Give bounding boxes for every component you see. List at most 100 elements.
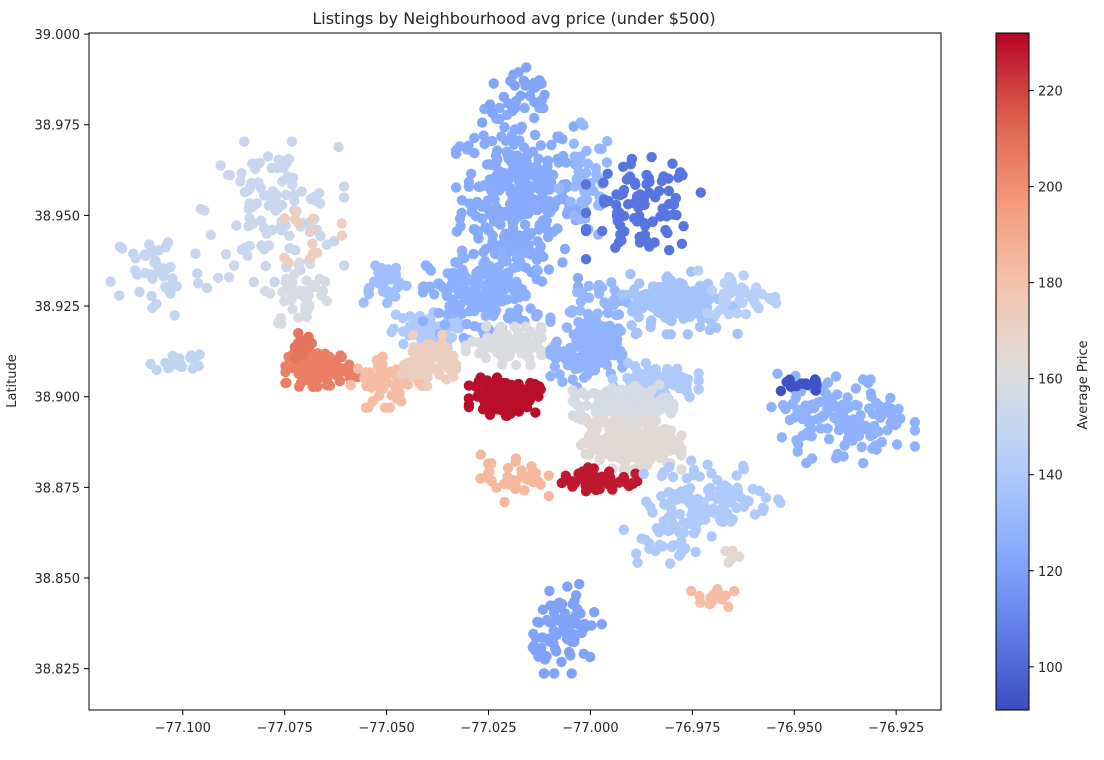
scatter-point (638, 468, 649, 480)
scatter-point (192, 278, 204, 289)
scatter-point (307, 238, 318, 249)
scatter-point (130, 253, 141, 264)
scatter-point (239, 136, 250, 147)
scatter-point (538, 103, 549, 114)
scatter-point (858, 457, 869, 469)
scatter-point (865, 388, 877, 399)
scatter-point (718, 516, 729, 527)
scatter-point (561, 633, 573, 645)
scatter-point (459, 293, 471, 304)
scatter-point (487, 242, 499, 253)
scatter-point (726, 279, 738, 290)
scatter-point (589, 338, 600, 349)
scatter-point (417, 282, 429, 293)
scatter-point (345, 379, 356, 391)
scatter-point (565, 650, 576, 661)
scatter-point (708, 507, 719, 518)
scatter-point (662, 227, 673, 239)
scatter-point (468, 248, 479, 260)
scatter-point (580, 179, 592, 190)
scatter-point (366, 382, 377, 393)
scatter-point (678, 221, 689, 232)
scatter-point (235, 176, 246, 187)
scatter-point (528, 628, 539, 640)
scatter-point (601, 157, 613, 168)
scatter-point (549, 600, 561, 611)
scatter-point (676, 382, 688, 393)
scatter-point (632, 557, 643, 568)
scatter-point (646, 385, 657, 396)
scatter-point (478, 130, 489, 141)
scatter-point (377, 383, 389, 395)
scatter-point (530, 407, 541, 418)
scatter-point (518, 248, 530, 259)
scatter-point (644, 538, 655, 549)
scatter-point (661, 300, 673, 311)
scatter-point (596, 619, 607, 630)
scatter-point (482, 334, 493, 345)
scatter-point (301, 311, 312, 323)
scatter-point (538, 251, 549, 262)
scatter-point (549, 201, 560, 213)
scatter-point (513, 340, 525, 352)
scatter-point (144, 239, 155, 250)
scatter-point (790, 392, 801, 404)
scatter-point (909, 441, 921, 452)
scatter-point (300, 300, 311, 311)
scatter-point (549, 668, 560, 679)
scatter-point (382, 297, 393, 309)
scatter-point (609, 450, 620, 462)
scatter-point (487, 107, 498, 119)
scatter-point (560, 470, 571, 481)
scatter-point (729, 585, 740, 597)
scatter-point (527, 146, 539, 157)
scatter-point (668, 489, 679, 500)
colorbar-tick-label: 160 (1038, 373, 1063, 388)
colorbar-tick-label: 100 (1038, 661, 1063, 676)
scatter-point (545, 347, 556, 358)
scatter-point (734, 551, 745, 562)
scatter-point (772, 368, 783, 379)
scatter-point (646, 151, 657, 163)
scatter-point (491, 482, 502, 493)
scatter-point (146, 290, 157, 302)
scatter-point (536, 276, 548, 287)
scatter-point (418, 353, 429, 364)
x-tick-label: −76.975 (664, 721, 720, 736)
scatter-point (580, 254, 592, 265)
scatter-point (822, 377, 834, 388)
scatter-point (294, 257, 305, 268)
scatter-point (532, 336, 543, 347)
scatter-point (581, 400, 592, 411)
scatter-point (171, 281, 182, 292)
scatter-point (441, 290, 453, 302)
scatter-point (567, 305, 578, 316)
scatter-point (731, 502, 742, 514)
scatter-point (259, 190, 270, 201)
scatter-point (386, 326, 397, 338)
scatter-point (631, 548, 642, 559)
scatter-point (513, 303, 524, 315)
scatter-point (147, 302, 158, 314)
scatter-point (558, 615, 569, 627)
scatter-point (543, 490, 554, 502)
scatter-point (623, 445, 634, 456)
scatter-point (373, 267, 384, 278)
scatter-point (306, 225, 318, 236)
scatter-point (595, 345, 606, 357)
scatter-point (175, 359, 186, 370)
scatter-point (717, 293, 729, 305)
x-tick-label: −77.075 (256, 721, 312, 736)
scatter-point (511, 95, 522, 107)
scatter-point (861, 424, 872, 435)
scatter-point (474, 348, 485, 359)
scatter-point (580, 486, 592, 497)
scatter-point (577, 387, 588, 398)
scatter-point (553, 183, 565, 194)
scatter-point (815, 423, 826, 434)
scatter-point (596, 282, 608, 293)
scatter-point (499, 271, 510, 283)
scatter-point (262, 151, 274, 162)
scatter-point (668, 282, 679, 293)
scatter-point (600, 328, 611, 340)
